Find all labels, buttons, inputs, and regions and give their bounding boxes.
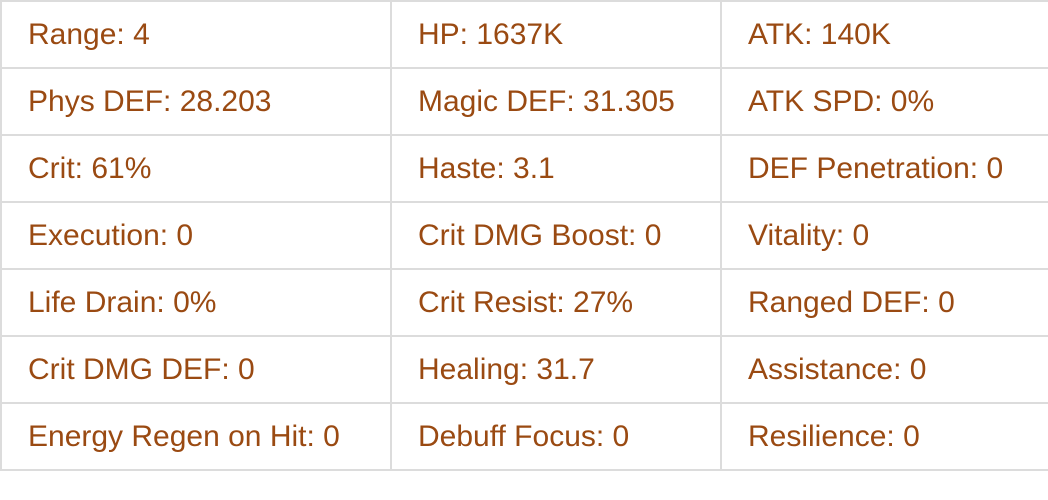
stat-cell: Range: 4 <box>0 0 392 69</box>
stat-cell: Vitality: 0 <box>720 201 1048 270</box>
stat-cell: Assistance: 0 <box>720 335 1048 404</box>
stat-cell: Crit DMG DEF: 0 <box>0 335 392 404</box>
stats-row: Life Drain: 0% Crit Resist: 27% Ranged DEF… <box>0 268 1048 337</box>
stat-cell: Ranged DEF: 0 <box>720 268 1048 337</box>
stat-cell: DEF Penetration: 0 <box>720 134 1048 203</box>
stats-row: Energy Regen on Hit: 0 Debuff Focus: 0 Res… <box>0 402 1048 471</box>
stat-cell: Phys DEF: 28.203 <box>0 67 392 136</box>
stat-cell: Crit DMG Boost: 0 <box>390 201 722 270</box>
stat-cell: HP: 1637K <box>390 0 722 69</box>
stat-cell: Haste: 3.1 <box>390 134 722 203</box>
stats-row: Range: 4 HP: 1637K ATK: 140K <box>0 0 1048 69</box>
stat-cell: Life Drain: 0% <box>0 268 392 337</box>
stat-cell: Debuff Focus: 0 <box>390 402 722 471</box>
stats-row: Crit: 61% Haste: 3.1 DEF Penetration: 0 <box>0 134 1048 203</box>
stats-row: Crit DMG DEF: 0 Healing: 31.7 Assistance: … <box>0 335 1048 404</box>
stat-cell: Magic DEF: 31.305 <box>390 67 722 136</box>
stat-cell: ATK SPD: 0% <box>720 67 1048 136</box>
stat-cell: Execution: 0 <box>0 201 392 270</box>
stat-cell: Crit: 61% <box>0 134 392 203</box>
stats-row: Phys DEF: 28.203 Magic DEF: 31.305 ATK SPD… <box>0 67 1048 136</box>
stat-cell: Resilience: 0 <box>720 402 1048 471</box>
stat-cell: ATK: 140K <box>720 0 1048 69</box>
stat-cell: Crit Resist: 27% <box>390 268 722 337</box>
stat-cell: Energy Regen on Hit: 0 <box>0 402 392 471</box>
stats-row: Execution: 0 Crit DMG Boost: 0 Vitality: 0 <box>0 201 1048 270</box>
stats-table: Range: 4 HP: 1637K ATK: 140K Phys DEF: 28.2… <box>0 0 1048 471</box>
stat-cell: Healing: 31.7 <box>390 335 722 404</box>
